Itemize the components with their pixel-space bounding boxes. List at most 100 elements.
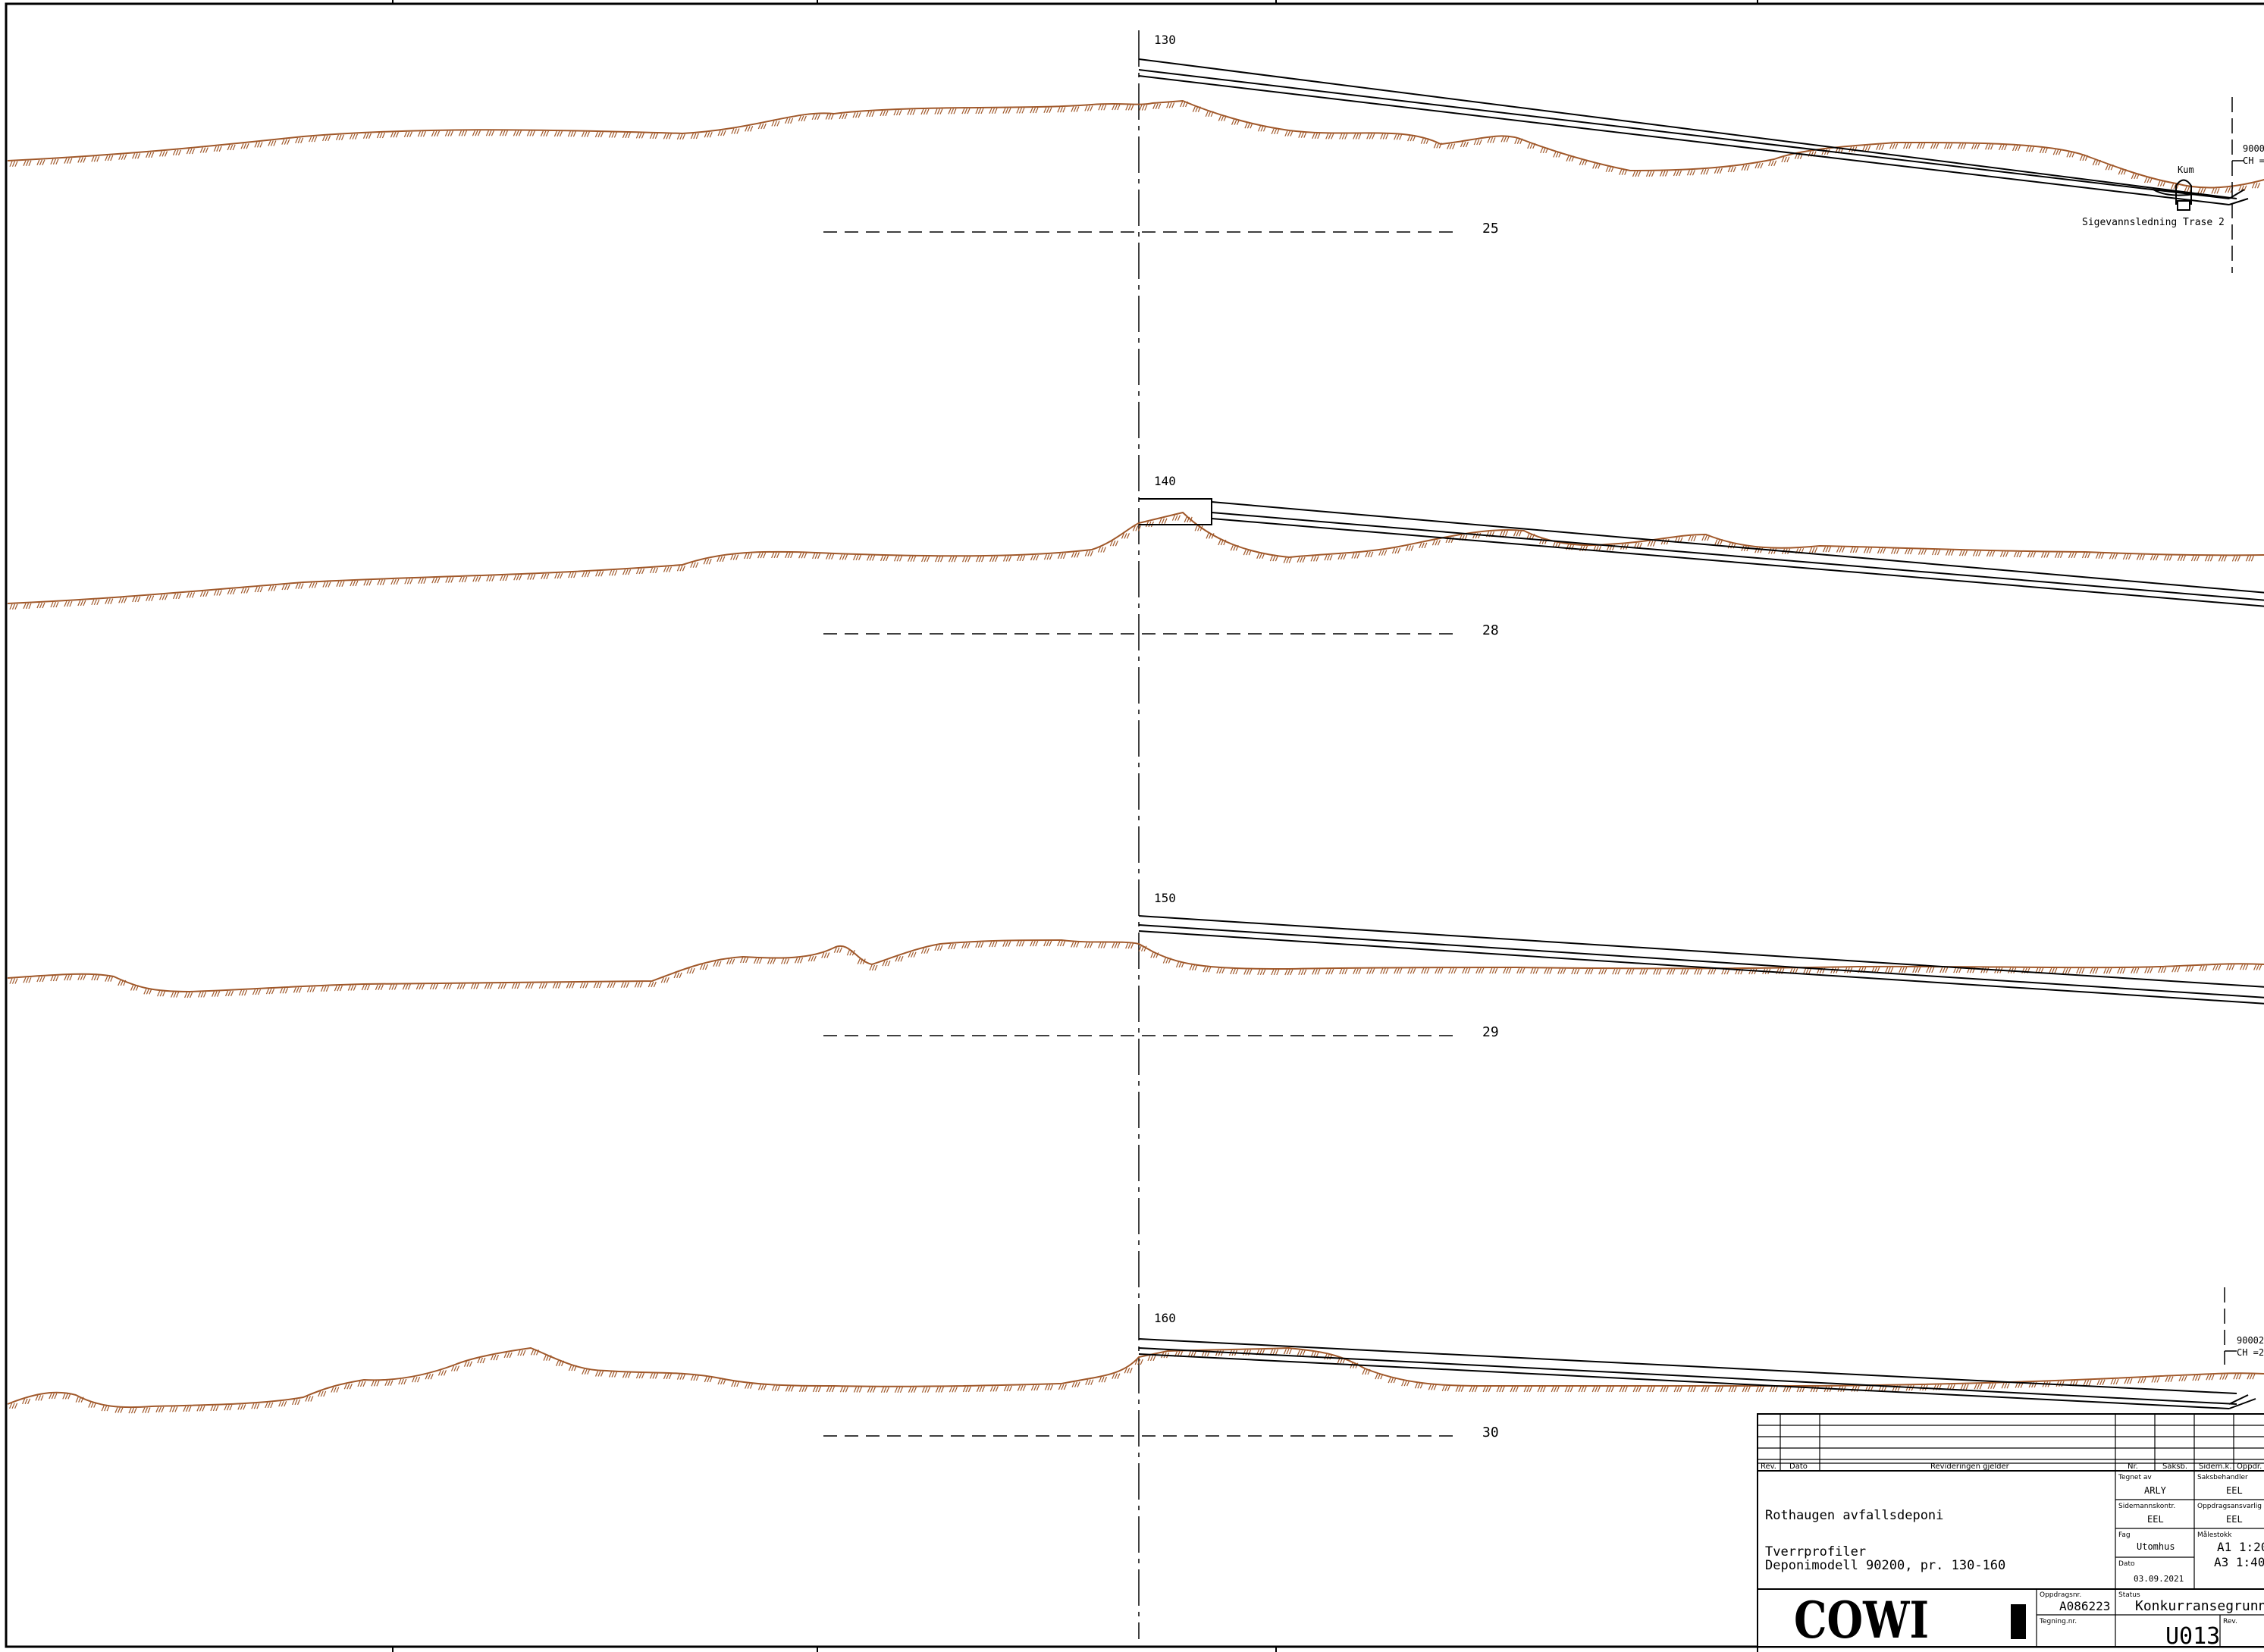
hatch-tick: [1276, 128, 1280, 135]
hatch-tick: [1231, 119, 1235, 125]
hatch-tick: [1705, 168, 1709, 175]
hatch-tick: [811, 955, 814, 962]
hatch-tick: [271, 988, 275, 995]
hatch-tick: [2240, 185, 2244, 191]
hatch-tick: [880, 555, 884, 562]
hatch-tick: [1194, 525, 1198, 531]
hatch-tick: [1230, 968, 1234, 975]
hatch-tick: [359, 1381, 364, 1387]
hatch-tick: [311, 582, 315, 588]
hatch-tick: [746, 553, 750, 560]
hatch-tick: [517, 1349, 521, 1356]
hatch-tick: [773, 552, 777, 559]
hatch-tick: [1366, 133, 1370, 139]
hatch-tick: [124, 154, 127, 160]
hatch-tick: [2119, 967, 2123, 974]
hatch-tick: [1059, 940, 1063, 947]
hatch-tick: [1057, 940, 1061, 947]
hatch-tick: [93, 599, 97, 606]
hatch-tick: [1464, 967, 1468, 974]
hatch-tick: [1563, 968, 1566, 974]
hatch-tick: [9, 1403, 13, 1409]
hatch-tick: [1963, 143, 1967, 149]
hatch-tick: [814, 553, 818, 560]
hatch-tick: [83, 600, 86, 607]
hatch-tick: [1999, 144, 2002, 151]
hatch-tick: [1460, 141, 1464, 148]
hatch-tick: [251, 1403, 255, 1409]
hatch-tick: [1288, 1348, 1292, 1355]
hatch-tick: [1441, 1385, 1445, 1392]
hatch-tick: [1257, 126, 1262, 132]
hatch-tick: [1608, 166, 1612, 172]
hatch-tick: [1946, 143, 1950, 149]
hatch-tick: [1152, 1355, 1156, 1362]
hatch-tick: [887, 960, 891, 967]
hatch-tick: [1540, 1386, 1544, 1393]
hatch-tick: [1679, 1386, 1682, 1393]
hatch-tick: [839, 1386, 843, 1393]
hatch-tick: [284, 139, 287, 145]
hatch-tick: [1370, 551, 1374, 558]
hatch-tick: [162, 990, 166, 997]
hatch-tick: [1071, 106, 1074, 112]
hatch-tick: [1977, 550, 1982, 556]
reference-lines: [2224, 97, 2233, 1365]
hatch-tick: [52, 158, 56, 165]
hatch-tick: [533, 1349, 537, 1356]
hatch-tick: [1554, 1386, 1557, 1393]
hatch-tick: [1290, 969, 1293, 976]
hatch-tick: [1899, 967, 1902, 973]
hatch-tick: [1649, 1386, 1653, 1393]
hatch-tick: [96, 156, 100, 162]
hatch-tick: [312, 986, 315, 992]
hatch-tick: [555, 983, 559, 989]
hatch-tick: [1768, 160, 1772, 167]
hatch-tick: [538, 983, 542, 989]
hatch-tick: [1692, 169, 1695, 176]
hatch-tick: [1168, 958, 1171, 964]
hatch-tick: [1353, 133, 1356, 139]
hatch-tick: [1519, 967, 1522, 974]
hatch-tick: [1021, 108, 1025, 114]
hatch-tick: [1098, 942, 1102, 948]
hatch-tick: [1302, 556, 1306, 563]
hatch-tick: [1017, 1385, 1021, 1391]
hatch-tick: [745, 1383, 748, 1389]
hatch-tick: [582, 982, 586, 989]
hatch-tick: [1149, 1355, 1154, 1362]
hatch-tick: [1312, 133, 1315, 139]
hatch-tick: [1566, 155, 1569, 161]
hatch-tick: [51, 1393, 55, 1400]
hatch-tick: [1288, 557, 1292, 563]
hatch-tick: [1272, 1349, 1276, 1355]
hatch-tick: [2025, 146, 2030, 152]
hatch-tick: [1193, 1350, 1197, 1357]
border-ticks: [392, 0, 1758, 1652]
hatch-tick: [1506, 136, 1510, 143]
hatch-tick: [654, 133, 658, 139]
hatch-tick: [1758, 1386, 1762, 1393]
hatch-tick: [1303, 132, 1307, 138]
hatch-tick: [773, 121, 778, 127]
hatch-tick: [2078, 967, 2082, 974]
hatch-tick: [1208, 533, 1212, 539]
hatch-tick: [948, 943, 952, 950]
hatch-tick: [23, 603, 27, 610]
hatch-tick: [2028, 146, 2032, 152]
hatch-tick: [597, 131, 601, 138]
hatch-tick: [1290, 130, 1293, 136]
hatch-tick: [257, 989, 262, 995]
hatch-tick: [2071, 152, 2075, 158]
hatch-tick: [1340, 553, 1344, 560]
rev-header-oppdr: Oppdr.: [2237, 1462, 2262, 1471]
hatch-tick: [1893, 548, 1897, 554]
hatch-tick: [2084, 552, 2088, 559]
hatch-tick: [1018, 108, 1022, 114]
hatch-tick: [105, 155, 108, 161]
hatch-tick: [1109, 540, 1113, 547]
hatch-tick: [1862, 145, 1866, 152]
hatch-tick: [1341, 968, 1345, 975]
hatch-tick: [1504, 530, 1509, 537]
hatch-tick: [635, 568, 640, 575]
